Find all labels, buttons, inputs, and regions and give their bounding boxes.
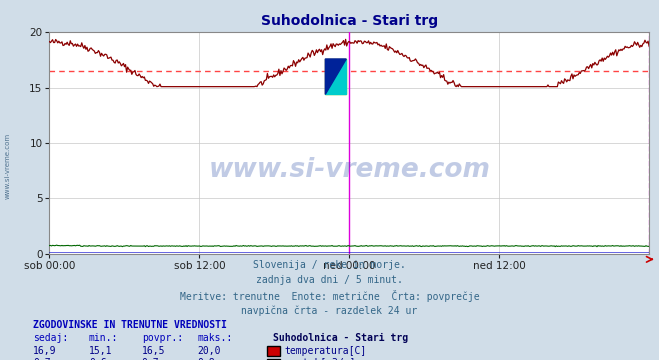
Text: 0,6: 0,6 (89, 358, 107, 360)
Text: 0,8: 0,8 (198, 358, 215, 360)
Polygon shape (326, 59, 346, 94)
Text: navpična črta - razdelek 24 ur: navpična črta - razdelek 24 ur (241, 305, 418, 316)
Text: 15,1: 15,1 (89, 346, 113, 356)
Text: www.si-vreme.com: www.si-vreme.com (5, 132, 11, 199)
Text: 16,9: 16,9 (33, 346, 57, 356)
Text: maks.:: maks.: (198, 333, 233, 343)
Text: 0,7: 0,7 (33, 358, 51, 360)
Text: 0,7: 0,7 (142, 358, 159, 360)
Title: Suhodolnica - Stari trg: Suhodolnica - Stari trg (261, 14, 438, 28)
Text: 20,0: 20,0 (198, 346, 221, 356)
Text: pretok[m3/s]: pretok[m3/s] (285, 358, 355, 360)
Bar (326, 59, 346, 94)
Polygon shape (326, 59, 346, 94)
Text: 16,5: 16,5 (142, 346, 165, 356)
Text: Slovenija / reke in morje.: Slovenija / reke in morje. (253, 260, 406, 270)
Text: povpr.:: povpr.: (142, 333, 183, 343)
Text: zadnja dva dni / 5 minut.: zadnja dva dni / 5 minut. (256, 275, 403, 285)
Text: temperatura[C]: temperatura[C] (285, 346, 367, 356)
Text: sedaj:: sedaj: (33, 333, 68, 343)
Text: www.si-vreme.com: www.si-vreme.com (208, 157, 490, 183)
Text: Suhodolnica - Stari trg: Suhodolnica - Stari trg (273, 333, 409, 343)
Text: min.:: min.: (89, 333, 119, 343)
Text: Meritve: trenutne  Enote: metrične  Črta: povprečje: Meritve: trenutne Enote: metrične Črta: … (180, 290, 479, 302)
Text: ZGODOVINSKE IN TRENUTNE VREDNOSTI: ZGODOVINSKE IN TRENUTNE VREDNOSTI (33, 320, 227, 330)
